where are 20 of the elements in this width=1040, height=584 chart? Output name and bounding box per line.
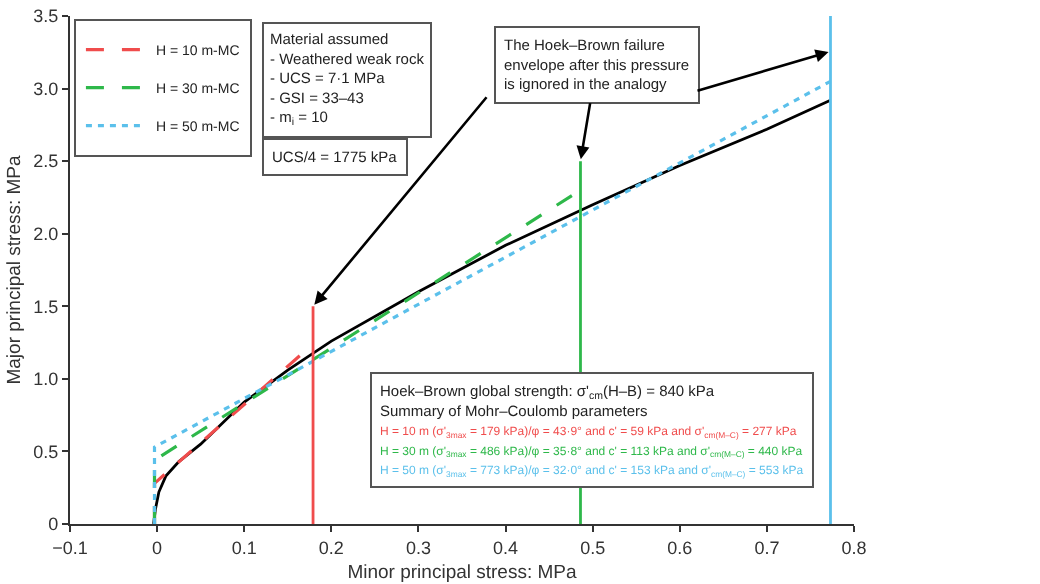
x-tick-label: 0.3 xyxy=(405,537,431,558)
x-tick-label: 0.8 xyxy=(841,537,867,558)
y-tick-label: 3.5 xyxy=(33,6,59,27)
y-tick-label: 1.0 xyxy=(33,369,59,390)
x-tick-label: 0.1 xyxy=(231,537,257,558)
y-tick-label: 2.5 xyxy=(33,151,59,172)
x-tick-label: −0.1 xyxy=(52,537,88,558)
y-tick-label: 0.5 xyxy=(33,441,59,462)
y-axis-title: Major principal stress: MPa xyxy=(3,154,26,385)
x-axis-title: Minor principal stress: MPa xyxy=(347,561,578,584)
x-tick-label: 0.6 xyxy=(667,537,693,558)
y-tick-label: 0 xyxy=(48,514,59,535)
x-tick-label: 0.4 xyxy=(493,537,519,558)
x-tick-label: 0.7 xyxy=(754,537,780,558)
x-tick-label: 0 xyxy=(152,537,163,558)
y-tick-label: 3.0 xyxy=(33,78,59,99)
y-tick-label: 1.5 xyxy=(33,296,59,317)
y-tick-label: 2.0 xyxy=(33,224,59,245)
x-tick-label: 0.2 xyxy=(318,537,344,558)
x-tick-label: 0.5 xyxy=(580,537,606,558)
